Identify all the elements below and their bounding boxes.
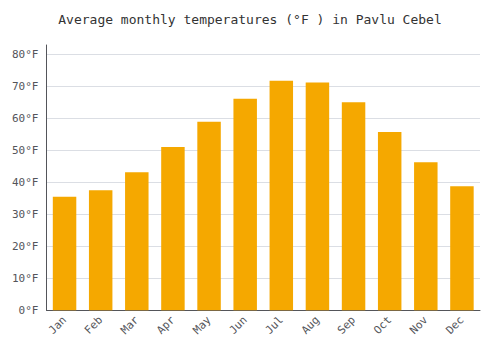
svg-text:Jun: Jun bbox=[227, 314, 250, 337]
svg-text:Average monthly temperatures (: Average monthly temperatures (°F ) in Pa… bbox=[58, 12, 442, 27]
svg-text:50°F: 50°F bbox=[12, 144, 39, 157]
svg-text:Sep: Sep bbox=[335, 314, 358, 337]
svg-text:70°F: 70°F bbox=[12, 80, 39, 93]
svg-text:Nov: Nov bbox=[407, 313, 430, 336]
svg-text:60°F: 60°F bbox=[12, 112, 39, 125]
svg-text:80°F: 80°F bbox=[12, 48, 39, 61]
svg-text:0°F: 0°F bbox=[19, 304, 39, 317]
svg-text:Aug: Aug bbox=[299, 314, 322, 337]
svg-text:May: May bbox=[190, 313, 213, 336]
svg-text:Oct: Oct bbox=[371, 314, 394, 337]
svg-text:Jul: Jul bbox=[263, 314, 286, 337]
svg-text:Dec: Dec bbox=[443, 314, 466, 337]
svg-text:Feb: Feb bbox=[82, 314, 105, 337]
svg-text:20°F: 20°F bbox=[12, 240, 39, 253]
svg-text:40°F: 40°F bbox=[12, 176, 39, 189]
svg-text:30°F: 30°F bbox=[12, 208, 39, 221]
svg-text:Apr: Apr bbox=[154, 313, 177, 336]
svg-text:10°F: 10°F bbox=[12, 272, 39, 285]
svg-text:Mar: Mar bbox=[118, 313, 141, 336]
svg-text:Jan: Jan bbox=[46, 314, 69, 337]
